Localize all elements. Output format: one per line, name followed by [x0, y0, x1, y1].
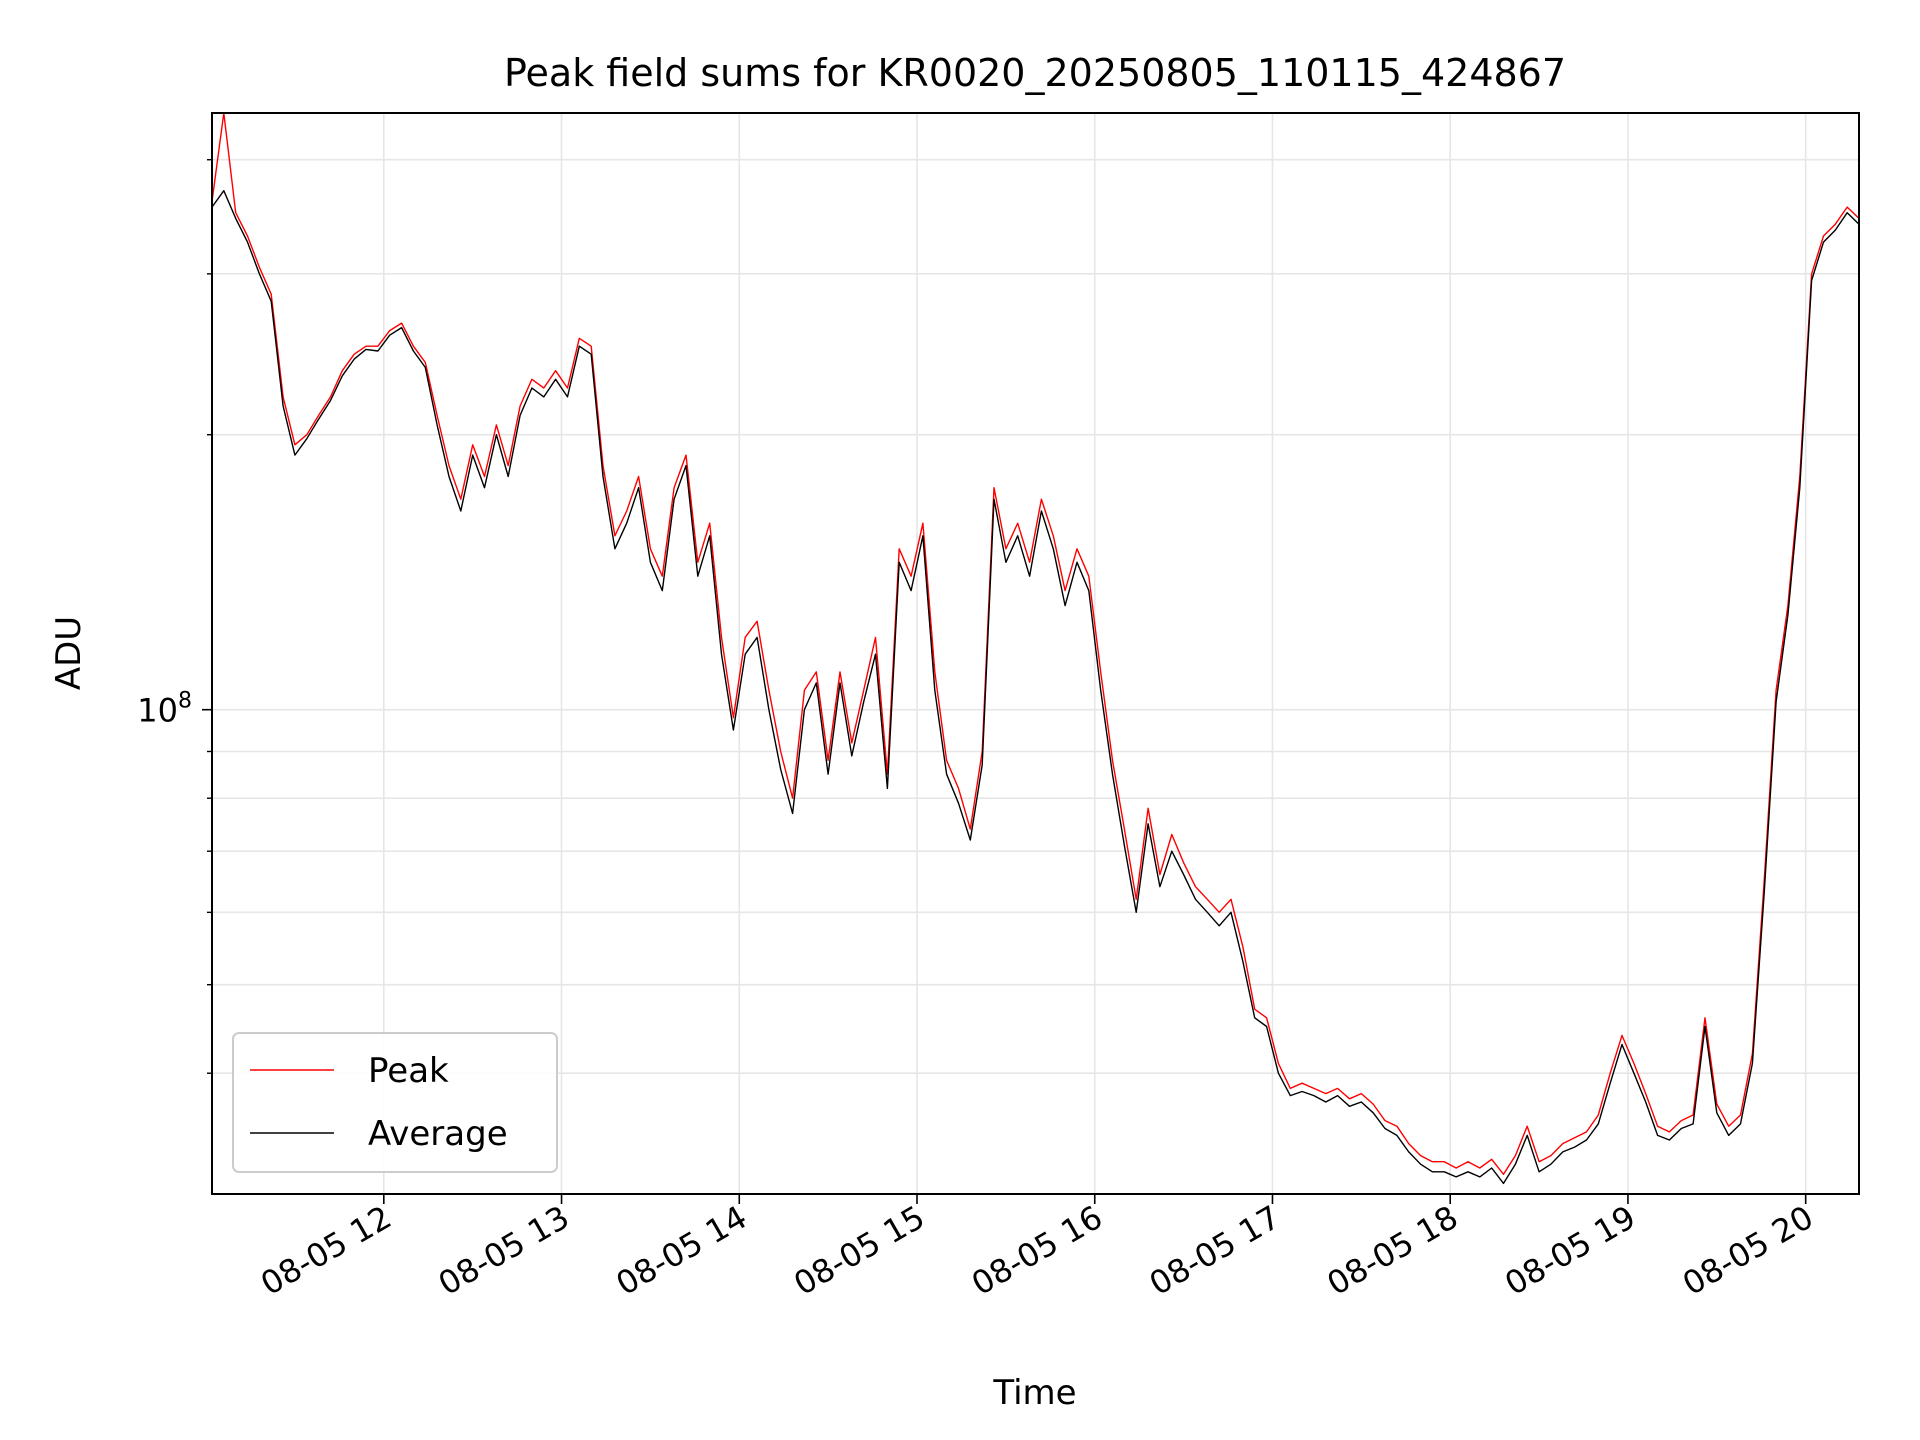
legend-box: [232, 1032, 558, 1173]
legend: Peak Average: [232, 1032, 558, 1173]
y-tick-label: 108: [137, 689, 192, 730]
plot-frame: [211, 112, 1860, 1195]
series-line-peak: [211, 112, 1860, 1176]
chart-title: Peak field sums for KR0020_20250805_1101…: [504, 51, 1566, 95]
grid: [212, 113, 1859, 1194]
y-axis-label: ADU: [49, 616, 89, 690]
series-layer: [211, 112, 1860, 1185]
legend-label-average: Average: [368, 1114, 508, 1154]
x-axis-label: Time: [992, 1373, 1076, 1413]
series-line-average: [211, 189, 1860, 1185]
legend-label-peak: Peak: [368, 1051, 449, 1091]
